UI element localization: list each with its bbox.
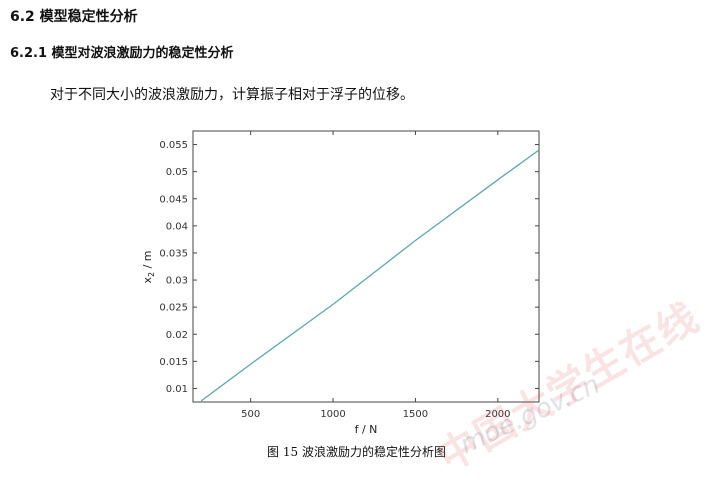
y-tick-label: 0.045 <box>159 194 188 205</box>
subsection-heading: 6.2.1 模型对波浪激励力的稳定性分析 <box>10 46 234 61</box>
y-tick-label: 0.015 <box>159 357 188 368</box>
series-lines <box>200 149 540 402</box>
x-axis-ticks: 500 1000 1500 2000 <box>241 131 511 420</box>
x-tick-label: 500 <box>241 409 260 420</box>
y-axis-label: x2 / m <box>141 250 156 283</box>
body-paragraph: 对于不同大小的波浪激励力，计算振子相对于浮子的位移。 <box>50 87 414 103</box>
y-axis-label-symbol: x <box>141 277 154 284</box>
svg-text:x2 / m: x2 / m <box>141 250 156 283</box>
y-tick-label: 0.03 <box>166 276 188 287</box>
y-axis-ticks: 0.01 0.015 0.02 0.025 0.03 0.035 0.04 0.045 0.05… <box>159 140 539 395</box>
y-tick-label: 0.05 <box>166 167 188 178</box>
y-axis-label-subscript: 2 <box>147 272 156 277</box>
y-tick-label: 0.01 <box>166 384 188 395</box>
x-tick-label: 2000 <box>485 409 510 420</box>
y-tick-label: 0.025 <box>159 303 188 314</box>
x-tick-label: 1500 <box>403 409 428 420</box>
section-heading: 6.2 模型稳定性分析 <box>10 9 138 25</box>
y-tick-label: 0.055 <box>159 140 188 151</box>
y-axis-label-unit: / m <box>141 250 154 271</box>
y-tick-label: 0.04 <box>166 221 188 232</box>
y-tick-label: 0.02 <box>166 330 188 341</box>
plot-area <box>192 130 540 403</box>
series-line <box>200 149 540 402</box>
x-tick-label: 1000 <box>320 409 345 420</box>
figure-caption: 图 15 波浪激励力的稳定性分析图 <box>0 443 717 460</box>
y-tick-label: 0.035 <box>159 248 188 259</box>
figure-caption-text: 图 15 波浪激励力的稳定性分析图 <box>267 445 446 459</box>
x-axis-label: f / N <box>355 423 378 436</box>
